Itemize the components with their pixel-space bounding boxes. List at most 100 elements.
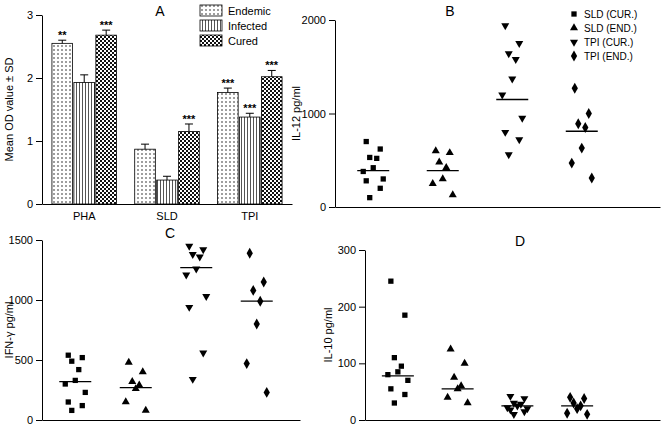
plot-marks — [357, 23, 598, 200]
significance: *** — [265, 59, 279, 71]
tick-label: 2 — [27, 72, 33, 84]
point — [402, 313, 407, 318]
legend: SLD (CUR.)SLD (END.)TPI (CUR.)TPI (END.) — [570, 9, 637, 62]
error-cap — [163, 176, 171, 177]
point — [512, 57, 520, 64]
tick-label: 3 — [27, 9, 33, 21]
point — [572, 83, 578, 94]
point — [584, 409, 590, 420]
median-line — [442, 388, 474, 389]
y-tick: 2000 — [302, 14, 335, 26]
tick-label: PHA — [73, 210, 96, 222]
point — [444, 393, 452, 400]
legend-label: SLD (END.) — [584, 23, 637, 34]
bar — [239, 117, 260, 204]
legend-swatch — [200, 20, 222, 31]
median-line — [382, 375, 414, 376]
panel-title: A — [155, 3, 165, 19]
point — [498, 92, 506, 99]
legend: Endemic Infected Cured — [200, 5, 271, 47]
point — [378, 186, 383, 191]
median-line — [501, 405, 533, 406]
point — [513, 404, 521, 411]
tick-mark — [359, 250, 365, 251]
tick-mark — [359, 307, 365, 308]
significance: ** — [58, 29, 67, 41]
x-tick: SLD — [156, 204, 177, 222]
point — [501, 23, 509, 30]
legend-swatch — [200, 5, 222, 16]
legend-label: TPI (CUR.) — [584, 37, 633, 48]
point — [518, 116, 526, 123]
point — [69, 408, 74, 413]
point — [361, 169, 366, 174]
y-tick: 200 — [338, 301, 365, 313]
legend-item: SLD (END.) — [570, 23, 637, 34]
tick-label: SLD — [156, 210, 177, 222]
bar — [179, 132, 200, 204]
point — [402, 392, 407, 397]
median-line — [496, 99, 528, 100]
point — [125, 358, 133, 365]
median-line — [180, 267, 212, 268]
tick-mark — [36, 78, 42, 79]
y-tick: 1 — [27, 135, 42, 147]
legend-symbol — [571, 51, 577, 62]
point — [128, 377, 136, 384]
point — [69, 359, 74, 364]
point — [244, 358, 250, 369]
legend-label: TPI (END.) — [584, 51, 633, 62]
tick-mark — [36, 15, 42, 16]
point — [381, 176, 386, 181]
point — [66, 353, 71, 358]
tick-label: TPI — [241, 210, 258, 222]
y-axis-line — [42, 16, 43, 205]
y-tick: 0 — [320, 201, 335, 213]
point — [385, 372, 390, 377]
point — [461, 359, 469, 366]
y-tick: 500 — [15, 354, 42, 366]
point — [388, 386, 393, 391]
tick-label: 200 — [338, 301, 356, 313]
point — [388, 279, 393, 284]
panel-title: D — [515, 233, 525, 249]
error-bar — [188, 124, 189, 132]
tick-mark — [36, 141, 42, 142]
y-tick: 1500 — [9, 234, 42, 246]
y-tick: 0 — [27, 414, 42, 426]
point — [564, 408, 570, 419]
point — [122, 397, 130, 404]
point — [250, 285, 256, 296]
y-axis: 0123 — [27, 9, 43, 210]
legend-symbol — [571, 11, 576, 16]
significance: *** — [243, 102, 257, 114]
tick-label: 0 — [350, 414, 356, 426]
tick-mark — [36, 300, 42, 301]
point — [364, 178, 369, 183]
point — [510, 412, 518, 419]
tick-label: 100 — [338, 357, 356, 369]
y-tick: 300 — [338, 244, 365, 256]
legend-label: Cured — [228, 35, 258, 47]
point — [505, 152, 513, 159]
y-axis-title: Mean OD value ± SD — [3, 58, 15, 162]
bar — [52, 43, 73, 204]
y-axis-line — [42, 241, 43, 421]
tick-label: 1000 — [302, 108, 326, 120]
point — [454, 384, 462, 391]
tick-label: 1 — [27, 135, 33, 147]
y-tick: 2 — [27, 72, 42, 84]
bar — [96, 35, 117, 204]
point — [515, 41, 523, 48]
x-axis — [336, 207, 661, 208]
x-axis-line — [366, 420, 661, 421]
median-line — [120, 387, 152, 388]
y-tick: 0 — [350, 414, 365, 426]
point — [378, 146, 383, 151]
median-line — [59, 381, 91, 382]
legend-item: Infected — [200, 20, 267, 32]
bar — [261, 77, 282, 204]
legend-item: Endemic — [200, 5, 271, 17]
point — [392, 355, 397, 360]
point — [185, 305, 193, 312]
